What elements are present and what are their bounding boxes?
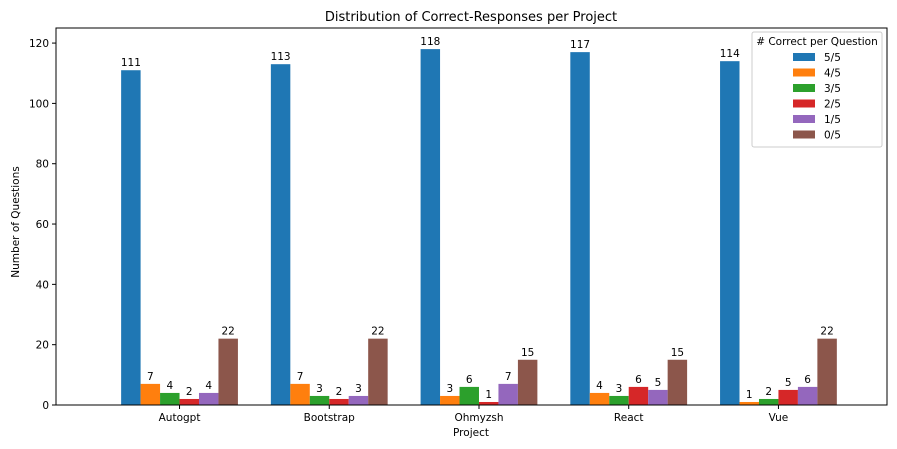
bar-value-label: 114 (720, 48, 740, 60)
x-tick-label: Ohmyzsh (454, 412, 503, 424)
x-axis: Autogpt Bootstrap Ohmyzsh React Vue (159, 405, 789, 424)
bar-autogpt-3-of-5 (160, 392, 180, 405)
bar-value-label: 15 (521, 347, 534, 359)
bar-autogpt-4-of-5 (140, 383, 161, 405)
bar-value-label: 111 (121, 57, 141, 69)
bar-value-label: 6 (466, 374, 473, 386)
y-tick-label: 40 (36, 279, 49, 291)
y-tick-label: 80 (36, 159, 49, 171)
bar-react-2-of-5 (628, 386, 649, 405)
bar-ohmyzsh-3-of-5 (459, 386, 479, 405)
bar-vue-2-of-5 (778, 389, 798, 405)
bar-bootstrap-0-of-5 (368, 338, 388, 405)
plot-frame (55, 27, 888, 406)
bar-value-label: 118 (420, 36, 440, 48)
y-tick-label: 120 (29, 38, 49, 50)
bar-vue-5-of-5 (720, 61, 740, 406)
bar-ohmyzsh-2-of-5 (478, 401, 499, 405)
bar-value-label: 5 (785, 377, 792, 389)
y-tick-label: 20 (36, 340, 49, 352)
bar-react-1-of-5 (648, 389, 668, 405)
bar-value-label: 4 (596, 380, 603, 392)
bar-bootstrap-3-of-5 (309, 395, 330, 405)
bar-vue-1-of-5 (797, 386, 818, 405)
legend-swatch (793, 115, 815, 123)
legend-swatch (793, 53, 815, 61)
bar-bootstrap-1-of-5 (348, 395, 369, 405)
bar-value-label: 1 (746, 389, 753, 401)
legend-entry-label: 2/5 (824, 99, 841, 111)
bar-bootstrap-5-of-5 (270, 64, 291, 405)
bar-ohmyzsh-5-of-5 (420, 49, 441, 405)
bar-autogpt-2-of-5 (179, 398, 199, 405)
y-axis-label: Number of Questions (10, 166, 22, 277)
bar-value-label: 113 (271, 51, 291, 63)
bar-bootstrap-4-of-5 (290, 383, 310, 405)
bar-ohmyzsh-1-of-5 (498, 383, 518, 405)
legend-swatch (793, 130, 815, 139)
bar-value-label: 4 (166, 380, 173, 392)
y-axis: 0 20 40 60 80 100 120 (29, 38, 56, 412)
bars-group (121, 49, 837, 406)
legend-swatch (793, 84, 815, 92)
x-tick-label: React (614, 412, 644, 424)
bar-vue-4-of-5 (739, 401, 759, 405)
legend-entry-label: 5/5 (824, 52, 841, 64)
bar-autogpt-5-of-5 (121, 70, 141, 405)
bar-value-label: 22 (820, 326, 833, 338)
bar-value-label: 4 (205, 380, 212, 392)
bar-value-label: 3 (616, 383, 623, 395)
x-tick-label: Bootstrap (304, 412, 356, 424)
x-tick-label: Autogpt (159, 412, 201, 424)
bar-value-label: 2 (765, 386, 772, 398)
legend-title: # Correct per Question (756, 36, 878, 48)
legend-box (751, 31, 883, 148)
legend-entry-label: 3/5 (824, 83, 841, 95)
bar-react-5-of-5 (570, 52, 590, 406)
legend-swatch (793, 99, 815, 108)
bar-bootstrap-2-of-5 (329, 398, 349, 405)
bar-ohmyzsh-4-of-5 (440, 395, 460, 405)
legend-entry-label: 4/5 (824, 68, 841, 80)
bar-value-label: 3 (355, 383, 362, 395)
bar-value-label: 15 (671, 347, 684, 359)
bar-vue-3-of-5 (758, 398, 779, 405)
bar-value-label: 2 (186, 386, 193, 398)
bar-ohmyzsh-0-of-5 (517, 359, 538, 405)
bar-value-label: 7 (505, 371, 512, 383)
bar-value-label: 3 (446, 383, 453, 395)
bar-value-label: 6 (635, 374, 642, 386)
bar-value-label: 1 (485, 389, 492, 401)
legend-entry-label: 0/5 (824, 130, 841, 142)
x-axis-label: Project (453, 427, 489, 439)
bar-value-label: 7 (147, 371, 154, 383)
bar-value-label: 7 (297, 371, 304, 383)
legend: # Correct per Question 5/5 4/5 3/5 2/5 1/5 0/… (751, 31, 883, 148)
bar-react-3-of-5 (609, 395, 629, 405)
legend-entry-label: 1/5 (824, 114, 841, 126)
bar-react-0-of-5 (667, 359, 688, 405)
bar-autogpt-1-of-5 (198, 392, 219, 405)
bar-value-label: 117 (570, 39, 590, 51)
y-tick-label: 60 (36, 219, 49, 231)
bar-value-label: 5 (655, 377, 662, 389)
bar-autogpt-0-of-5 (218, 338, 238, 405)
bar-value-label: 22 (371, 326, 384, 338)
bar-value-label: 22 (222, 326, 235, 338)
bar-value-label: 2 (336, 386, 343, 398)
y-tick-label: 100 (29, 98, 49, 110)
bar-react-4-of-5 (589, 392, 610, 405)
x-tick-label: Vue (769, 412, 789, 424)
legend-swatch (793, 68, 815, 77)
chart-title: Distribution of Correct-Responses per Pr… (325, 10, 617, 25)
bar-value-label: 3 (316, 383, 323, 395)
bar-vue-0-of-5 (817, 338, 837, 405)
y-tick-label: 0 (42, 400, 49, 412)
bar-value-label: 6 (804, 374, 811, 386)
